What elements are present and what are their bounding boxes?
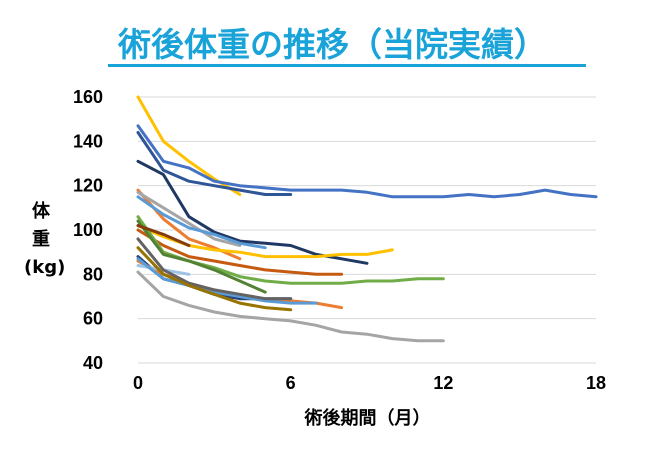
chart-title: 術後体重の推移（当院実績） <box>118 25 547 64</box>
y-tick-label: 160 <box>73 87 103 107</box>
y-tick-labels: 40 60 80 100 120 140 160 <box>73 87 103 373</box>
series-line-19 <box>136 270 445 343</box>
x-tick-label: 12 <box>433 373 453 393</box>
gridlines <box>138 96 596 364</box>
series-line-9 <box>136 228 344 276</box>
x-tick-label: 0 <box>133 373 143 393</box>
y-tick-label: 140 <box>73 131 103 151</box>
series-line-6 <box>136 190 242 247</box>
y-tick-label: 100 <box>73 220 103 240</box>
series-lines <box>136 95 598 343</box>
series-line-2 <box>136 124 598 199</box>
series-line-7 <box>136 195 267 250</box>
series-line-18 <box>136 246 293 312</box>
series-line-11 <box>136 219 267 294</box>
y-tick-label: 40 <box>83 353 103 373</box>
title-underline <box>108 64 586 67</box>
series-line-12 <box>136 224 191 247</box>
series-line-3 <box>136 131 293 196</box>
y-tick-label: 80 <box>83 264 103 284</box>
y-tick-label: 60 <box>83 309 103 329</box>
y-axis-label: 体重 (kg) <box>24 201 66 278</box>
x-axis-label: 術後期間（月） <box>304 408 431 429</box>
x-tick-label: 6 <box>286 373 296 393</box>
series-line-17 <box>136 237 293 301</box>
x-tick-label: 18 <box>586 373 606 393</box>
series-line-16 <box>136 257 318 305</box>
y-tick-label: 120 <box>73 176 103 196</box>
x-tick-labels: 0 6 12 18 <box>133 373 606 393</box>
